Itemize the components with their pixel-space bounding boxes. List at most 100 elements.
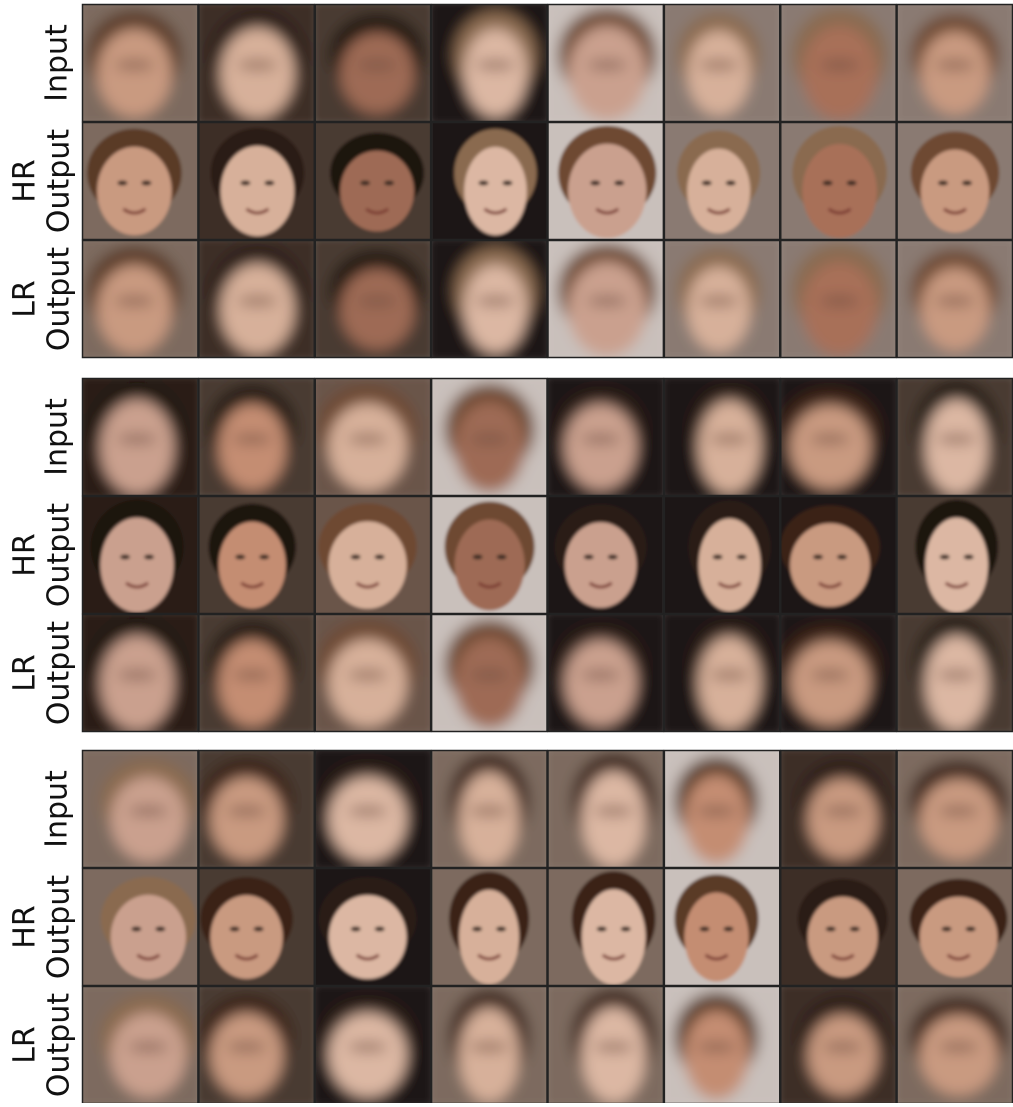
image-border xyxy=(314,495,432,615)
face xyxy=(100,517,174,613)
image-content xyxy=(781,379,896,495)
face-image xyxy=(547,867,665,987)
face xyxy=(110,776,186,862)
eye xyxy=(117,180,128,186)
image-layer xyxy=(199,751,314,867)
face xyxy=(568,25,647,121)
mouth xyxy=(240,581,265,589)
face-image xyxy=(430,613,548,733)
face-image xyxy=(314,613,432,733)
mouth xyxy=(588,581,613,589)
image-content xyxy=(548,869,663,985)
face xyxy=(454,637,525,729)
mouth xyxy=(601,953,626,961)
eye-shadow xyxy=(232,434,273,444)
face-image xyxy=(663,239,781,359)
image-border xyxy=(81,121,199,241)
face xyxy=(328,1013,407,1097)
image-border xyxy=(430,749,548,869)
image-content xyxy=(83,987,198,1103)
image-content xyxy=(432,987,547,1103)
eye xyxy=(699,926,710,932)
mouth xyxy=(483,207,508,215)
face xyxy=(459,771,520,867)
mouth xyxy=(943,207,967,215)
eye-shadow xyxy=(587,60,628,70)
image-content xyxy=(664,497,780,613)
image-border xyxy=(663,867,781,987)
eye xyxy=(496,926,507,932)
image-border xyxy=(780,613,897,733)
face-image xyxy=(198,495,315,615)
eye-shadow xyxy=(469,434,510,444)
face-image xyxy=(780,495,897,615)
eye-shadow xyxy=(475,296,516,306)
face-image xyxy=(780,121,897,241)
image-content xyxy=(83,751,198,867)
image-content xyxy=(897,497,1012,613)
image-content xyxy=(897,615,1012,731)
image-border xyxy=(314,3,432,123)
eye xyxy=(825,926,836,932)
image-layer xyxy=(199,497,314,613)
image-content xyxy=(199,241,314,357)
image-border xyxy=(198,377,315,497)
eye-shadow xyxy=(936,670,977,680)
eye xyxy=(701,180,712,186)
face xyxy=(328,639,407,727)
image-layer xyxy=(897,869,1012,985)
face-image xyxy=(81,121,199,241)
eye xyxy=(144,554,155,560)
eye-shadow xyxy=(822,1042,863,1052)
face xyxy=(459,889,520,985)
eye xyxy=(120,554,131,560)
image-layer xyxy=(781,379,896,495)
image-border xyxy=(314,613,432,733)
eye-shadow xyxy=(580,670,621,680)
eye xyxy=(472,926,483,932)
face-image xyxy=(430,3,548,123)
eye xyxy=(941,926,952,932)
image-border xyxy=(81,749,199,869)
image-layer xyxy=(781,869,896,985)
image-layer xyxy=(432,241,547,357)
eye-shadow xyxy=(469,1042,510,1052)
row-label: Output xyxy=(42,993,77,1097)
image-layer xyxy=(432,497,547,613)
face-image xyxy=(430,121,548,241)
eye xyxy=(350,926,361,932)
face-image xyxy=(314,495,432,615)
image-border xyxy=(547,377,665,497)
face xyxy=(684,1010,749,1100)
eye xyxy=(963,554,974,560)
face-image xyxy=(314,749,432,869)
mouth xyxy=(365,207,389,215)
image-layer xyxy=(199,615,314,731)
image-border xyxy=(780,3,897,123)
eye xyxy=(259,554,270,560)
face-image xyxy=(198,867,315,987)
image-content xyxy=(548,615,663,731)
image-layer xyxy=(83,5,198,121)
image-content xyxy=(199,497,314,613)
face xyxy=(919,1014,998,1096)
eye-shadow xyxy=(593,1042,634,1052)
eye-shadow xyxy=(819,296,860,306)
image-content xyxy=(548,751,663,867)
eye-shadow xyxy=(226,1042,267,1052)
eye xyxy=(384,180,395,186)
image-layer xyxy=(199,123,314,239)
face xyxy=(464,28,527,118)
image-layer xyxy=(432,615,547,731)
image-content xyxy=(548,379,663,495)
face xyxy=(564,404,637,490)
face-image xyxy=(81,377,199,497)
face-image xyxy=(81,985,199,1105)
mouth xyxy=(706,207,731,215)
mouth xyxy=(818,581,842,589)
image-content xyxy=(781,987,896,1103)
eye xyxy=(822,180,833,186)
row-label: HR xyxy=(8,533,43,576)
face-image xyxy=(198,613,315,733)
image-border xyxy=(314,867,432,987)
